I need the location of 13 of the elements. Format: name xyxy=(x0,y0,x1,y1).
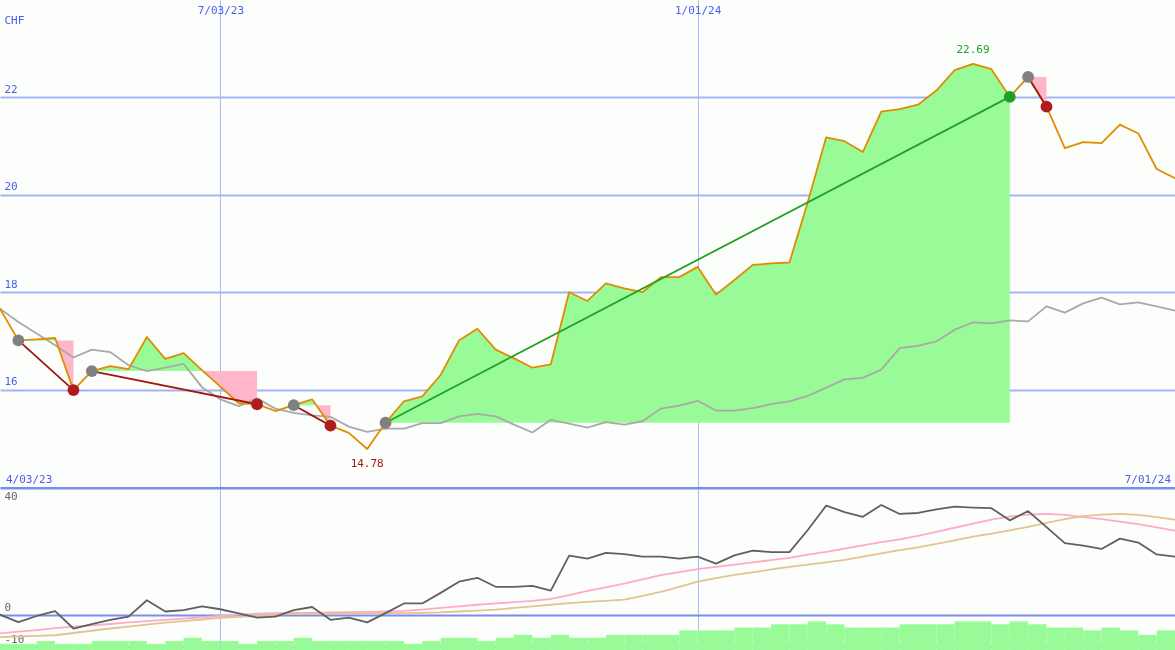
y-tick-label: 16 xyxy=(4,375,18,389)
y-tick-label: 22 xyxy=(4,82,18,96)
y-tick-label: 18 xyxy=(4,277,18,291)
y-axis-title: CHF xyxy=(4,13,25,27)
annotation: 14.78 xyxy=(350,457,384,471)
annotation: 22.69 xyxy=(956,42,990,56)
annotation: 4/03/23 xyxy=(6,473,53,486)
y-tick-label: 20 xyxy=(4,180,18,194)
y-tick-label: 0 xyxy=(4,600,12,614)
y-tick-label: 40 xyxy=(4,489,18,503)
x-tick-label: 7/03/23 xyxy=(197,3,244,17)
annotation: 7/01/24 xyxy=(1124,473,1172,486)
x-tick-label: 1/01/24 xyxy=(674,3,722,17)
